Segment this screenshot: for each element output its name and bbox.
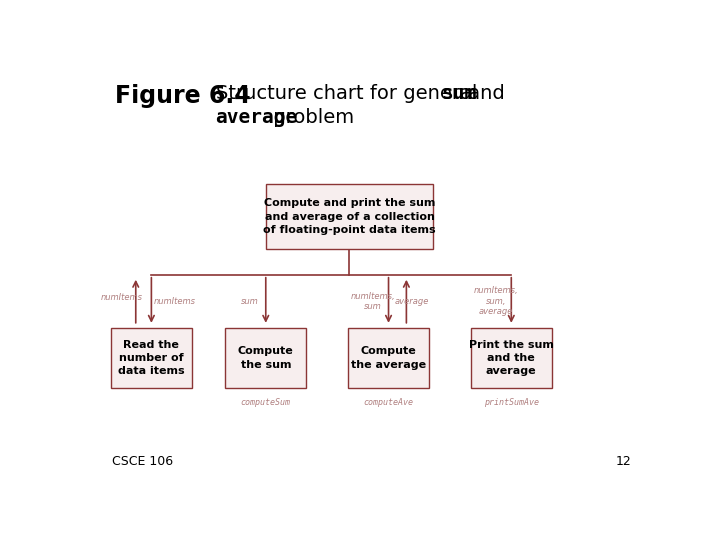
Text: Compute
the sum: Compute the sum	[238, 346, 294, 369]
Text: Print the sum
and the
average: Print the sum and the average	[469, 340, 554, 376]
FancyBboxPatch shape	[225, 328, 306, 388]
FancyBboxPatch shape	[111, 328, 192, 388]
Text: average: average	[215, 109, 298, 127]
Text: numItems,
sum,
average: numItems, sum, average	[473, 286, 518, 316]
Text: Compute
the average: Compute the average	[351, 346, 426, 369]
Text: Structure chart for general: Structure chart for general	[215, 84, 483, 103]
Text: Compute and print the sum
and average of a collection
of floating-point data ite: Compute and print the sum and average of…	[263, 198, 436, 235]
Text: numItems: numItems	[154, 297, 196, 306]
FancyBboxPatch shape	[471, 328, 552, 388]
Text: 12: 12	[616, 455, 631, 468]
Text: and: and	[462, 84, 505, 103]
Text: sum: sum	[241, 297, 259, 306]
Text: problem: problem	[267, 109, 354, 127]
Text: sum: sum	[441, 84, 477, 103]
FancyBboxPatch shape	[266, 184, 433, 249]
Text: average: average	[395, 297, 429, 306]
FancyBboxPatch shape	[348, 328, 429, 388]
Text: numItems: numItems	[101, 293, 143, 302]
Text: computeAve: computeAve	[364, 399, 413, 408]
Text: printSumAve: printSumAve	[484, 399, 539, 408]
Text: CSCE 106: CSCE 106	[112, 455, 174, 468]
Text: computeSum: computeSum	[240, 399, 291, 408]
Text: Read the
number of
data items: Read the number of data items	[118, 340, 185, 376]
Text: Figure 6.4: Figure 6.4	[115, 84, 251, 107]
Text: numItems,
sum: numItems, sum	[351, 292, 395, 311]
